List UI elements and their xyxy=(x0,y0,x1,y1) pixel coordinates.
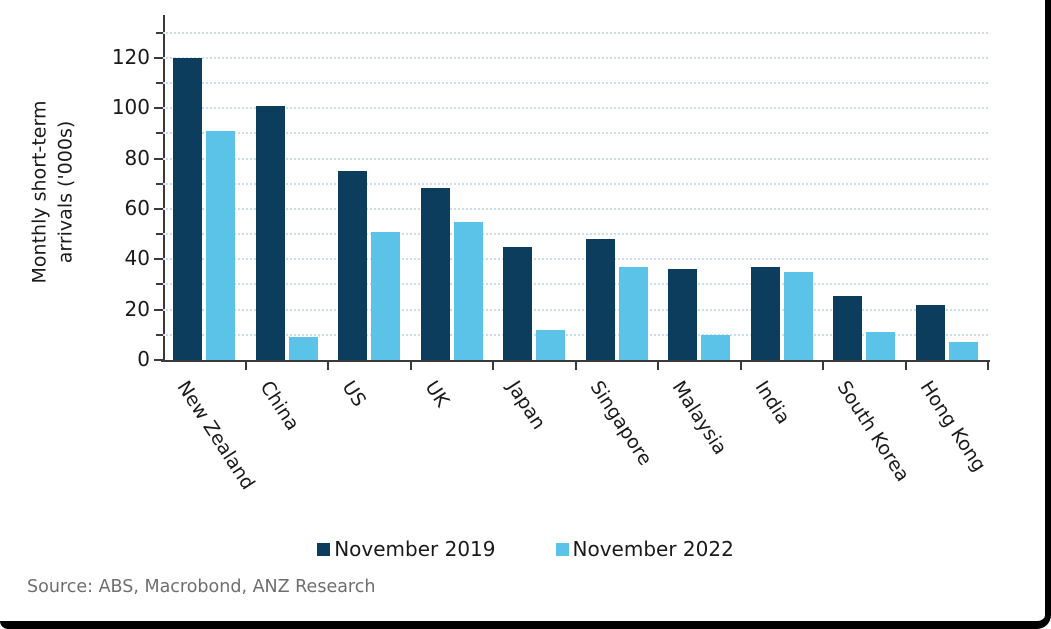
grid-line xyxy=(163,233,988,236)
y-tick xyxy=(154,157,163,160)
y-axis-line xyxy=(163,15,165,362)
grid-line xyxy=(163,207,988,210)
bar-november-2019-new-zealand xyxy=(173,57,203,360)
grid-line xyxy=(163,157,988,160)
y-minor-tick xyxy=(156,283,163,286)
grid-line xyxy=(163,308,988,311)
y-tick-label: 60 xyxy=(124,195,150,220)
x-tick xyxy=(409,362,412,370)
bar-november-2022-china xyxy=(288,337,318,360)
legend-item: November 2022 xyxy=(555,537,734,561)
x-tick xyxy=(739,362,742,370)
grid-line xyxy=(163,132,988,135)
y-tick xyxy=(154,359,163,361)
bar-november-2022-uk xyxy=(453,221,483,360)
x-category-label: Singapore xyxy=(585,377,656,470)
x-category-label: India xyxy=(750,377,795,429)
y-minor-tick xyxy=(156,132,163,135)
x-axis-line xyxy=(161,360,990,362)
grid-line xyxy=(163,31,988,34)
x-tick xyxy=(657,362,659,370)
y-tick-label: 20 xyxy=(124,296,150,321)
plot-area xyxy=(163,15,988,360)
legend-label: November 2022 xyxy=(572,537,734,561)
y-minor-tick xyxy=(156,31,163,34)
x-tick xyxy=(574,362,577,370)
x-category-label: UK xyxy=(420,377,454,412)
grid-line xyxy=(163,333,988,336)
grid-line xyxy=(163,82,988,84)
y-tick-label: 120 xyxy=(111,44,150,69)
bar-november-2019-japan xyxy=(503,246,533,360)
bar-november-2019-china xyxy=(255,105,285,360)
bar-november-2019-india xyxy=(750,266,780,360)
x-category-label: Malaysia xyxy=(667,377,732,459)
bar-november-2022-south-korea xyxy=(866,332,896,360)
grid-line xyxy=(163,107,988,110)
bar-november-2019-uk xyxy=(420,187,450,360)
legend-item: November 2019 xyxy=(317,537,496,561)
y-tick xyxy=(154,308,163,311)
bar-november-2022-japan xyxy=(536,329,566,360)
y-tick-label: 0 xyxy=(137,347,150,371)
bar-november-2022-malaysia xyxy=(701,334,731,360)
y-minor-tick xyxy=(156,81,163,84)
bar-november-2019-singapore xyxy=(585,239,615,360)
bar-november-2022-hong-kong xyxy=(948,342,978,360)
legend-swatch-icon xyxy=(555,542,569,556)
bar-november-2022-new-zealand xyxy=(206,130,236,360)
bar-november-2022-us xyxy=(371,231,401,360)
legend-label: November 2019 xyxy=(334,537,496,561)
x-tick xyxy=(987,362,989,370)
bar-november-2019-malaysia xyxy=(668,269,698,360)
bar-november-2019-south-korea xyxy=(833,295,863,360)
bar-november-2022-singapore xyxy=(618,266,648,360)
x-category-label: Japan xyxy=(502,377,551,434)
x-tick xyxy=(492,362,494,370)
x-category-label: Hong Kong xyxy=(915,377,991,476)
x-category-label: New Zealand xyxy=(172,377,260,494)
legend: November 2019 November 2022 xyxy=(0,537,1045,561)
source-note: Source: ABS, Macrobond, ANZ Research xyxy=(27,577,376,597)
x-tick xyxy=(904,362,907,370)
x-tick xyxy=(244,362,247,370)
y-minor-tick xyxy=(156,233,163,236)
grid-line xyxy=(163,258,988,261)
x-tick xyxy=(327,362,329,370)
y-tick-label: 100 xyxy=(111,95,150,120)
y-tick xyxy=(154,107,163,110)
grid-line xyxy=(163,182,988,185)
y-tick xyxy=(154,56,163,59)
y-tick xyxy=(154,258,163,261)
grid-line xyxy=(163,56,988,59)
bar-november-2019-us xyxy=(338,171,368,360)
bar-november-2022-india xyxy=(783,271,813,360)
y-minor-tick xyxy=(156,333,163,336)
bar-november-2019-hong-kong xyxy=(915,304,945,360)
x-tick xyxy=(822,362,824,370)
y-tick-label: 80 xyxy=(124,145,150,170)
legend-swatch-icon xyxy=(317,542,331,556)
x-category-label: China xyxy=(255,377,304,435)
y-minor-tick xyxy=(156,182,163,185)
x-category-label: US xyxy=(337,377,371,411)
y-tick xyxy=(154,207,163,210)
x-category-label: South Korea xyxy=(832,377,914,486)
y-tick-label: 40 xyxy=(124,246,150,271)
grid-line xyxy=(163,283,988,286)
